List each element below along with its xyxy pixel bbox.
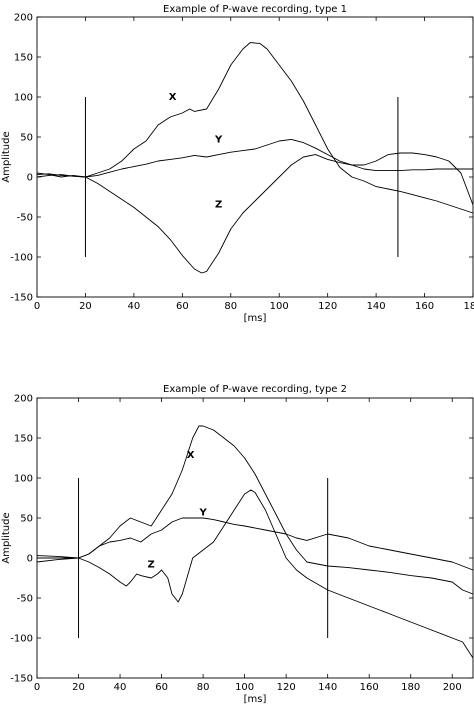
x-tick-label: 80 xyxy=(224,301,237,312)
chart-2-ylabel: Amplitude xyxy=(1,512,12,563)
chart-2: Example of P-wave recording, type 2 [ms]… xyxy=(1,384,474,704)
chart-2-title: Example of P-wave recording, type 2 xyxy=(163,384,347,395)
y-tick-label: -150 xyxy=(10,674,33,685)
y-tick-label: -100 xyxy=(10,253,33,264)
series-annotation-y: Y xyxy=(198,508,207,519)
x-tick-label: 40 xyxy=(114,682,127,693)
chart-2-plot-frame xyxy=(36,397,474,679)
y-tick-label: 100 xyxy=(14,93,33,104)
series-line-x xyxy=(37,425,474,595)
x-tick-label: 0 xyxy=(34,682,40,693)
series-annotation-x: X xyxy=(187,450,195,461)
y-tick-label: 0 xyxy=(27,554,33,565)
x-tick-label: 160 xyxy=(360,682,379,693)
x-tick-label: 60 xyxy=(176,301,189,312)
x-tick-label: 140 xyxy=(367,301,386,312)
chart-1-xlabel: [ms] xyxy=(244,313,267,324)
chart-1: Example of P-wave recording, type 1 [ms]… xyxy=(1,4,474,324)
y-tick-label: 50 xyxy=(20,133,33,144)
chart-2-series xyxy=(36,425,474,659)
series-line-z xyxy=(36,489,474,659)
y-tick-label: 200 xyxy=(14,13,33,24)
y-tick-label: 100 xyxy=(14,474,33,485)
series-line-z xyxy=(36,152,474,274)
chart-2-xlabel: [ms] xyxy=(244,694,267,704)
x-tick-label: 80 xyxy=(197,682,210,693)
series-line-y xyxy=(36,138,473,178)
x-tick-label: 100 xyxy=(270,301,289,312)
y-tick-label: 0 xyxy=(27,173,33,184)
chart-1-ticks: 0 20 40 60 80 100 120 140 160 180 -150 -100 -50 0 50 10… xyxy=(10,13,474,313)
y-tick-label: 150 xyxy=(14,434,33,445)
y-tick-label: -150 xyxy=(10,293,33,304)
series-annotation-y: Y xyxy=(214,135,223,146)
x-tick-label: 160 xyxy=(415,301,434,312)
x-tick-label: 40 xyxy=(128,301,141,312)
chart-1-annotations: X Y Z xyxy=(169,92,223,210)
series-line-y xyxy=(36,517,474,571)
y-tick-label: 200 xyxy=(14,394,33,405)
chart-1-title: Example of P-wave recording, type 1 xyxy=(163,4,347,15)
series-annotation-x: X xyxy=(169,92,177,103)
x-tick-label: 20 xyxy=(72,682,85,693)
x-tick-label: 120 xyxy=(318,301,337,312)
y-tick-label: 150 xyxy=(14,53,33,64)
x-tick-label: 20 xyxy=(79,301,92,312)
x-tick-label: 180 xyxy=(463,301,474,312)
chart-1-marker-lines xyxy=(84,97,399,257)
series-annotation-z: Z xyxy=(148,560,155,571)
chart-1-series xyxy=(36,42,474,274)
chart-1-plot-frame xyxy=(36,16,474,298)
series-annotation-z: Z xyxy=(215,199,222,210)
chart-2-marker-lines xyxy=(78,478,329,638)
series-line-x xyxy=(36,42,474,214)
x-tick-label: 200 xyxy=(443,682,462,693)
chart-2-ticks: 0 20 40 60 80 100 120 140 160 180 200 -150 -100 -50 0 5… xyxy=(10,394,473,693)
y-tick-label: -50 xyxy=(17,213,33,224)
x-tick-label: 120 xyxy=(277,682,296,693)
x-tick-label: 180 xyxy=(401,682,420,693)
chart-1-ylabel: Amplitude xyxy=(1,131,12,182)
y-tick-label: -100 xyxy=(10,634,33,645)
x-tick-label: 100 xyxy=(235,682,254,693)
x-tick-label: 0 xyxy=(34,301,40,312)
x-tick-label: 140 xyxy=(318,682,337,693)
x-tick-label: 60 xyxy=(155,682,168,693)
chart-2-annotations: X Y Z xyxy=(148,450,208,571)
y-tick-label: -50 xyxy=(17,594,33,605)
y-tick-label: 50 xyxy=(20,514,33,525)
